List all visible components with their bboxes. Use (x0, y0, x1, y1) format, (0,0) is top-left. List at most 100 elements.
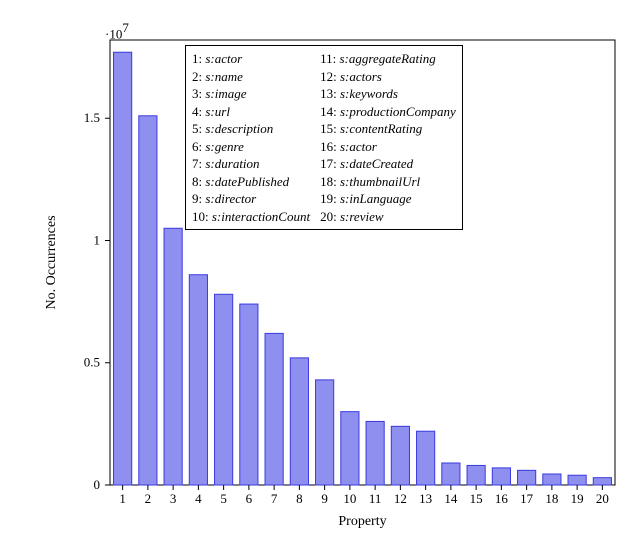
bar (215, 294, 233, 485)
legend-item-number: 20: (320, 209, 340, 224)
legend-column: 11: s:aggregateRating12: s:actors13: s:k… (320, 50, 456, 225)
x-tick-label: 3 (170, 491, 177, 506)
legend-item: 6: s:genre (192, 138, 310, 156)
legend-item-label: s:duration (205, 156, 259, 171)
legend-item: 5: s:description (192, 120, 310, 138)
legend-item: 10: s:interactionCount (192, 208, 310, 226)
legend-item-number: 15: (320, 121, 340, 136)
legend-item: 15: s:contentRating (320, 120, 456, 138)
y-tick-label: 1 (94, 232, 101, 247)
x-tick-label: 13 (419, 491, 432, 506)
legend-item-label: s:url (205, 104, 230, 119)
x-tick-label: 11 (369, 491, 382, 506)
legend-item: 19: s:inLanguage (320, 190, 456, 208)
legend-item-number: 17: (320, 156, 340, 171)
bar (442, 463, 460, 485)
x-tick-label: 17 (520, 491, 534, 506)
legend-item-number: 7: (192, 156, 205, 171)
x-tick-label: 20 (596, 491, 609, 506)
legend-item: 17: s:dateCreated (320, 155, 456, 173)
legend-column: 1: s:actor2: s:name3: s:image4: s:url5: … (192, 50, 310, 225)
x-tick-label: 4 (195, 491, 202, 506)
x-tick-label: 9 (321, 491, 328, 506)
legend-item: 12: s:actors (320, 68, 456, 86)
legend-item-label: s:description (205, 121, 273, 136)
bar (417, 431, 435, 485)
bar (492, 468, 510, 485)
x-tick-label: 19 (571, 491, 584, 506)
legend-item: 14: s:productionCompany (320, 103, 456, 121)
bar (518, 470, 536, 485)
legend-item: 4: s:url (192, 103, 310, 121)
bar (543, 474, 561, 485)
legend-item-number: 14: (320, 104, 340, 119)
legend-item-number: 11: (320, 51, 339, 66)
y-exponent-label: ·107 (105, 20, 129, 43)
bar (164, 228, 182, 485)
legend-item-label: s:genre (205, 139, 244, 154)
legend-item-label: s:actor (205, 51, 242, 66)
legend-item: 7: s:duration (192, 155, 310, 173)
x-tick-label: 7 (271, 491, 278, 506)
bar (316, 380, 334, 485)
legend-item-label: s:contentRating (340, 121, 422, 136)
legend-item-number: 1: (192, 51, 205, 66)
chart-container: 00.511.51234567891011121314151617181920P… (10, 10, 630, 535)
legend-item-label: s:actor (340, 139, 377, 154)
x-tick-label: 16 (495, 491, 509, 506)
legend-item-number: 5: (192, 121, 205, 136)
legend-item: 9: s:director (192, 190, 310, 208)
y-axis-label: No. Occurrences (44, 215, 59, 309)
bar (114, 52, 132, 485)
legend-item-label: s:productionCompany (340, 104, 456, 119)
legend-item-label: s:keywords (340, 86, 398, 101)
x-tick-label: 18 (545, 491, 558, 506)
legend-item-label: s:image (205, 86, 246, 101)
legend-item: 11: s:aggregateRating (320, 50, 456, 68)
bar (391, 426, 409, 485)
y-tick-label: 1.5 (84, 110, 100, 125)
bar (467, 465, 485, 485)
legend-item-label: s:review (340, 209, 384, 224)
x-tick-label: 5 (220, 491, 227, 506)
x-tick-label: 10 (343, 491, 356, 506)
bar (240, 304, 258, 485)
x-axis-label: Property (338, 514, 386, 529)
legend-item-label: s:inLanguage (340, 191, 412, 206)
x-tick-label: 12 (394, 491, 407, 506)
bar (290, 358, 308, 485)
legend-box: 1: s:actor2: s:name3: s:image4: s:url5: … (185, 45, 463, 230)
y-tick-label: 0 (94, 477, 101, 492)
bar (593, 478, 611, 485)
legend-item: 8: s:datePublished (192, 173, 310, 191)
x-tick-label: 8 (296, 491, 303, 506)
bar (366, 421, 384, 485)
legend-item-number: 3: (192, 86, 205, 101)
x-tick-label: 6 (246, 491, 253, 506)
legend-item-label: s:thumbnailUrl (340, 174, 420, 189)
bar (139, 116, 157, 485)
legend-item: 1: s:actor (192, 50, 310, 68)
legend-item-number: 19: (320, 191, 340, 206)
legend-item-number: 6: (192, 139, 205, 154)
legend-item: 3: s:image (192, 85, 310, 103)
legend-item-label: s:director (205, 191, 256, 206)
legend-item-number: 12: (320, 69, 340, 84)
legend-item-label: s:aggregateRating (339, 51, 435, 66)
legend-item: 13: s:keywords (320, 85, 456, 103)
legend-item: 2: s:name (192, 68, 310, 86)
legend-item-label: s:dateCreated (340, 156, 413, 171)
legend-item: 20: s:review (320, 208, 456, 226)
legend-item: 16: s:actor (320, 138, 456, 156)
x-tick-label: 15 (470, 491, 483, 506)
legend-item-label: s:actors (340, 69, 382, 84)
legend-item-label: s:name (205, 69, 243, 84)
bar (265, 333, 283, 485)
legend-item-number: 2: (192, 69, 205, 84)
x-tick-label: 14 (444, 491, 458, 506)
legend-item-label: s:interactionCount (212, 209, 310, 224)
legend-item-number: 9: (192, 191, 205, 206)
bar (341, 412, 359, 485)
legend-item-number: 13: (320, 86, 340, 101)
bar (189, 275, 207, 485)
